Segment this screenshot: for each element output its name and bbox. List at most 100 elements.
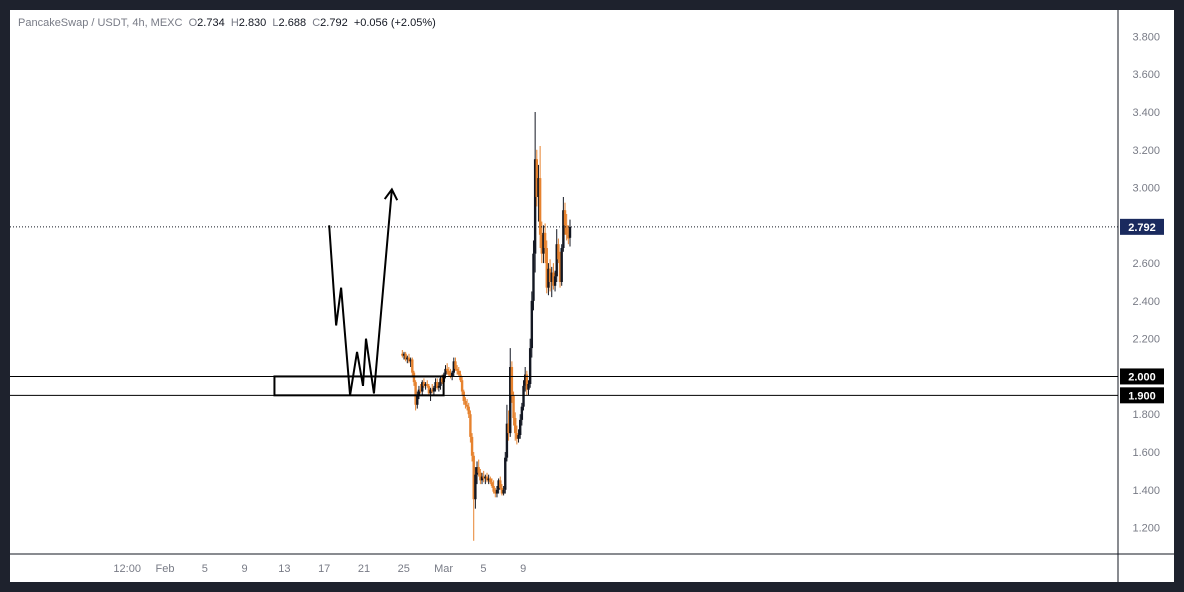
- candle-body: [455, 368, 459, 371]
- candle-body: [530, 300, 534, 349]
- x-tick-label: 25: [398, 563, 410, 575]
- candle-body: [492, 486, 495, 492]
- candle-body: [404, 353, 407, 360]
- candle-body: [499, 480, 502, 488]
- y-tick-label: 1.600: [1132, 447, 1160, 459]
- candle-body: [527, 384, 530, 390]
- low-key: L: [272, 17, 279, 29]
- x-tick-label: 9: [242, 563, 248, 575]
- candle-body: [402, 353, 406, 356]
- open-key: O: [188, 17, 198, 29]
- candle-body: [560, 248, 563, 282]
- candle-body: [450, 372, 454, 377]
- level-badge-label: 1.900: [1128, 390, 1156, 402]
- candlestick-series: [401, 112, 572, 541]
- candle-body: [567, 234, 570, 239]
- candle-body: [464, 401, 467, 405]
- low-value: 2.688: [278, 17, 307, 29]
- symbol-title[interactable]: PancakeSwap / USDT, 4h, MEXC: [18, 17, 183, 29]
- candle-body: [514, 418, 517, 434]
- y-tick-label: 3.200: [1132, 145, 1160, 157]
- candle-body: [545, 248, 548, 288]
- candle-body: [409, 359, 412, 362]
- y-axis: 1.200 1.400 1.600 1.800 2.000 2.200 2.400 2.600…: [1117, 10, 1160, 582]
- candle-body: [537, 178, 540, 197]
- candle-body: [558, 259, 562, 282]
- candle-body: [520, 406, 524, 420]
- candle-body: [459, 374, 462, 381]
- candle-body: [522, 385, 525, 407]
- candle-body: [454, 361, 457, 369]
- last-price-badge-label: 2.792: [1128, 222, 1156, 234]
- candle-body: [509, 367, 512, 434]
- candle-body: [535, 159, 538, 197]
- x-tick-label: 9: [520, 563, 526, 575]
- candle-body: [422, 382, 426, 386]
- candle-body: [414, 382, 417, 405]
- candle-body: [452, 361, 455, 373]
- candle-body: [504, 457, 507, 490]
- candle-body: [515, 433, 519, 439]
- x-axis: 12:00 Feb 5 9 13 17 21 25 Mar 5 9: [10, 553, 1174, 575]
- candle-body: [436, 382, 439, 388]
- price-badges: 2.792 2.000 1.900: [1120, 218, 1164, 404]
- candle-body: [485, 476, 489, 481]
- candle-body: [490, 482, 494, 486]
- candle-body: [510, 367, 514, 396]
- candle-body: [517, 435, 520, 439]
- candle-body: [440, 378, 444, 383]
- candle-body: [432, 387, 436, 392]
- y-tick-label: 3.400: [1132, 107, 1160, 119]
- chart-canvas[interactable]: 1.200 1.400 1.600 1.800 2.000 2.200 2.400 2.600…: [10, 10, 1174, 582]
- candle-body: [457, 370, 460, 375]
- candle-body: [426, 384, 429, 386]
- candle-body: [548, 268, 552, 282]
- candle-body: [472, 455, 475, 500]
- candle-body: [465, 404, 469, 407]
- y-tick-label: 3.800: [1132, 31, 1160, 43]
- x-tick-label: Mar: [434, 563, 453, 575]
- high-key: H: [230, 17, 239, 29]
- candle-body: [563, 210, 567, 226]
- candle-body: [444, 368, 447, 375]
- level-badge-label: 2.000: [1128, 371, 1156, 383]
- candle-body: [469, 414, 472, 437]
- candle-body: [555, 244, 558, 277]
- y-tick-label: 2.600: [1132, 258, 1160, 270]
- drawings-layer: [10, 187, 1118, 397]
- candle-body: [543, 232, 547, 248]
- close-key: C: [312, 17, 321, 29]
- candle-body: [500, 487, 504, 494]
- level-badge-bg: [1120, 387, 1164, 404]
- candle-body: [416, 395, 419, 405]
- candle-body: [411, 359, 414, 373]
- candle-body: [479, 472, 482, 481]
- candle-body: [507, 423, 510, 434]
- candle-body: [470, 436, 474, 456]
- chart-frame: 1.200 1.400 1.600 1.800 2.000 2.200 2.400 2.600…: [10, 10, 1174, 582]
- x-tick-label: 12:00: [113, 563, 141, 575]
- candle-body: [417, 389, 421, 396]
- y-tick-label: 3.000: [1132, 183, 1160, 195]
- candle-body: [484, 476, 487, 479]
- candle-body: [437, 385, 441, 388]
- x-tick-label: Feb: [156, 563, 175, 575]
- candle-body: [540, 234, 543, 254]
- y-tick-label: 1.400: [1132, 485, 1160, 497]
- candle-body: [523, 374, 527, 386]
- candle-body: [497, 480, 500, 490]
- candle-body: [562, 210, 565, 248]
- candle-body: [542, 232, 545, 254]
- candle-body: [477, 467, 480, 473]
- x-tick-label: 21: [358, 563, 370, 575]
- high-value: 2.830: [238, 17, 267, 29]
- x-tick-label: 13: [278, 563, 290, 575]
- projection-path: [328, 189, 393, 396]
- candle-body: [419, 389, 422, 392]
- candle-body: [568, 226, 572, 238]
- candle-body: [494, 491, 497, 494]
- candle-body: [512, 395, 515, 418]
- candle-body: [487, 478, 490, 481]
- candle-body: [519, 419, 522, 435]
- candle-body: [547, 268, 550, 288]
